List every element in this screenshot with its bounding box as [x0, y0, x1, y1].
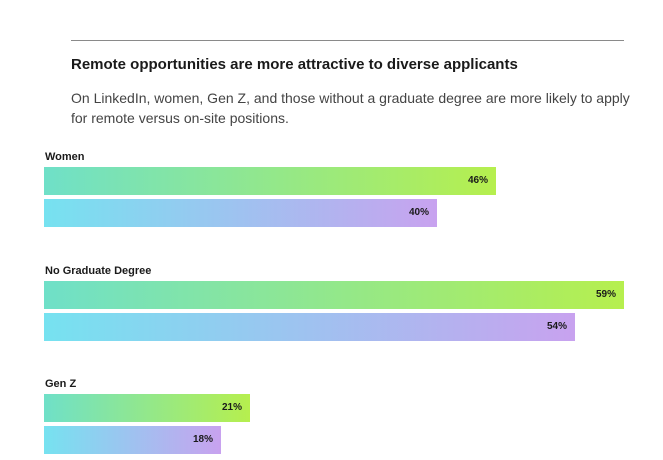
bar-series-0: 46% [44, 167, 496, 195]
chart-subtitle: On LinkedIn, women, Gen Z, and those wit… [71, 90, 630, 126]
bar-series-0: 21% [44, 394, 250, 422]
bar-value-label: 54% [546, 321, 567, 332]
bar-series-1: 18% [44, 426, 221, 454]
bar-value-label: 21% [221, 402, 242, 413]
chart-title: Remote opportunities are more attractive… [71, 56, 518, 73]
bar-series-0: 59% [44, 281, 624, 309]
category-label: Gen Z [45, 378, 77, 390]
bar-value-label: 46% [467, 175, 488, 186]
category-label: No Graduate Degree [45, 265, 152, 277]
bar-value-label: 18% [192, 434, 213, 445]
bar-value-label: 59% [595, 289, 616, 300]
top-divider [71, 40, 624, 41]
bar-series-1: 40% [44, 199, 437, 227]
bar-series-1: 54% [44, 313, 575, 341]
bar-value-label: 40% [408, 207, 429, 218]
category-label: Women [45, 151, 85, 163]
